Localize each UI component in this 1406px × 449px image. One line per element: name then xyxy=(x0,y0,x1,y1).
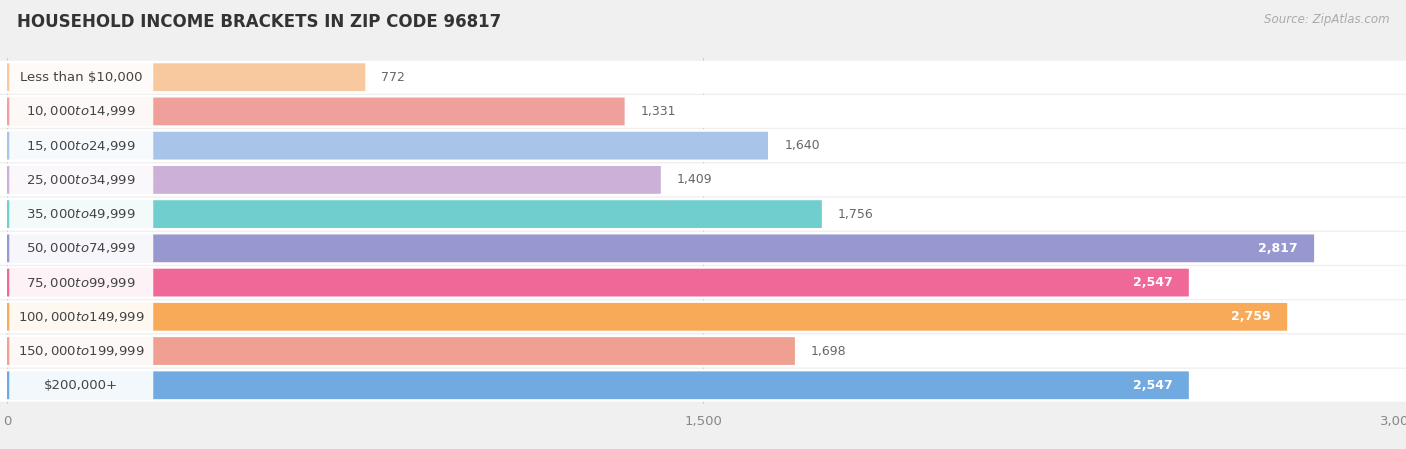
FancyBboxPatch shape xyxy=(10,97,153,126)
Text: $35,000 to $49,999: $35,000 to $49,999 xyxy=(27,207,136,221)
FancyBboxPatch shape xyxy=(10,63,153,92)
Text: $50,000 to $74,999: $50,000 to $74,999 xyxy=(27,242,136,255)
Text: $100,000 to $149,999: $100,000 to $149,999 xyxy=(18,310,145,324)
FancyBboxPatch shape xyxy=(0,163,1406,196)
FancyBboxPatch shape xyxy=(7,234,1315,262)
FancyBboxPatch shape xyxy=(0,61,1406,94)
FancyBboxPatch shape xyxy=(7,371,1189,399)
Text: $75,000 to $99,999: $75,000 to $99,999 xyxy=(27,276,136,290)
Text: $150,000 to $199,999: $150,000 to $199,999 xyxy=(18,344,145,358)
FancyBboxPatch shape xyxy=(7,337,794,365)
FancyBboxPatch shape xyxy=(0,95,1406,128)
FancyBboxPatch shape xyxy=(7,200,823,228)
Text: 2,817: 2,817 xyxy=(1258,242,1298,255)
FancyBboxPatch shape xyxy=(10,371,153,400)
FancyBboxPatch shape xyxy=(7,269,1189,296)
Text: 2,759: 2,759 xyxy=(1232,310,1271,323)
FancyBboxPatch shape xyxy=(10,268,153,297)
FancyBboxPatch shape xyxy=(0,300,1406,333)
Text: 2,547: 2,547 xyxy=(1133,276,1173,289)
FancyBboxPatch shape xyxy=(10,200,153,229)
Text: 1,640: 1,640 xyxy=(785,139,820,152)
FancyBboxPatch shape xyxy=(0,335,1406,367)
FancyBboxPatch shape xyxy=(0,198,1406,230)
FancyBboxPatch shape xyxy=(0,232,1406,265)
Text: Source: ZipAtlas.com: Source: ZipAtlas.com xyxy=(1264,13,1389,26)
FancyBboxPatch shape xyxy=(7,97,624,125)
FancyBboxPatch shape xyxy=(0,369,1406,402)
Text: Less than $10,000: Less than $10,000 xyxy=(20,70,142,84)
FancyBboxPatch shape xyxy=(7,132,768,159)
FancyBboxPatch shape xyxy=(10,337,153,365)
FancyBboxPatch shape xyxy=(7,166,661,194)
FancyBboxPatch shape xyxy=(10,166,153,194)
FancyBboxPatch shape xyxy=(7,63,366,91)
Text: $200,000+: $200,000+ xyxy=(44,379,118,392)
FancyBboxPatch shape xyxy=(10,303,153,331)
Text: 1,756: 1,756 xyxy=(838,207,873,220)
Text: 1,409: 1,409 xyxy=(678,173,713,186)
FancyBboxPatch shape xyxy=(0,129,1406,162)
Text: 2,547: 2,547 xyxy=(1133,379,1173,392)
FancyBboxPatch shape xyxy=(10,131,153,160)
FancyBboxPatch shape xyxy=(7,303,1288,331)
FancyBboxPatch shape xyxy=(10,234,153,263)
Text: HOUSEHOLD INCOME BRACKETS IN ZIP CODE 96817: HOUSEHOLD INCOME BRACKETS IN ZIP CODE 96… xyxy=(17,13,501,31)
FancyBboxPatch shape xyxy=(0,266,1406,299)
Text: $15,000 to $24,999: $15,000 to $24,999 xyxy=(27,139,136,153)
Text: 1,331: 1,331 xyxy=(641,105,676,118)
Text: $10,000 to $14,999: $10,000 to $14,999 xyxy=(27,105,136,119)
Text: 772: 772 xyxy=(381,70,405,84)
Text: 1,698: 1,698 xyxy=(811,344,846,357)
Text: $25,000 to $34,999: $25,000 to $34,999 xyxy=(27,173,136,187)
